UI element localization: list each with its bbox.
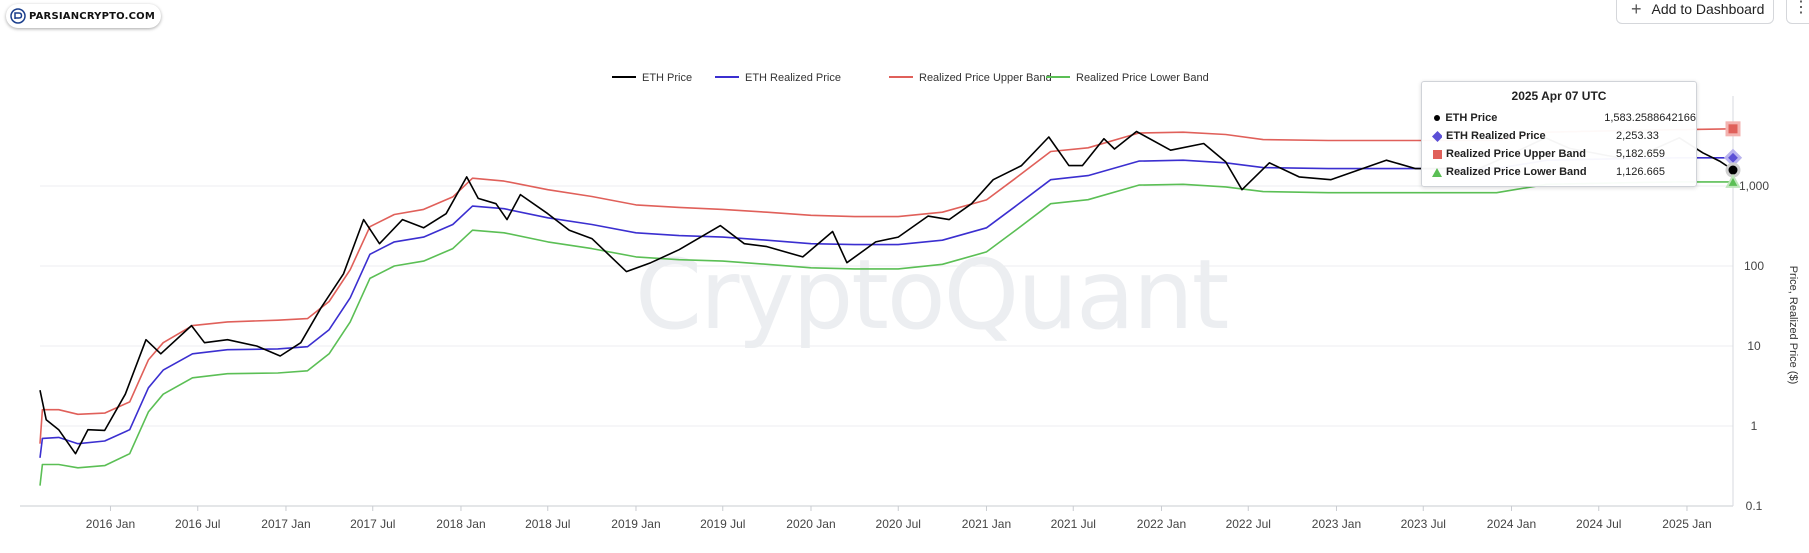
- tooltip: 2025 Apr 07 UTC ETH Price 1,583.25886421…: [1421, 81, 1697, 187]
- more-options-button[interactable]: ⋮: [1786, 0, 1809, 24]
- x-tick-label: 2017 Jul: [350, 517, 395, 531]
- x-tick-label: 2025 Jan: [1662, 517, 1711, 531]
- grid: [20, 185, 1733, 507]
- legend-item: Realized Price Lower Band: [1076, 72, 1209, 84]
- logo-text: PARSIANCRYPTO.COM: [29, 10, 156, 22]
- circle-marker-icon: [1432, 114, 1441, 122]
- x-tick-label: 2023 Jan: [1312, 517, 1361, 531]
- y-axis: 0.1 1 10 100 1,000: [1739, 179, 1769, 513]
- tooltip-series-name: ETH Realized Price: [1446, 130, 1546, 142]
- tooltip-series-value: 1,583.2588642166: [1604, 112, 1696, 124]
- x-tick-label: 2023 Jul: [1401, 517, 1446, 531]
- upper-band-marker: [1725, 121, 1741, 137]
- y-tick-label: 100: [1744, 259, 1764, 273]
- x-tick-label: 2019 Jan: [611, 517, 660, 531]
- y-axis-label: Price, Realized Price ($): [1787, 266, 1799, 385]
- y-tick-label: 10: [1747, 339, 1761, 353]
- tooltip-date: 2025 Apr 07 UTC: [1511, 89, 1607, 103]
- parsiancrypto-logo: PARSIANCRYPTO.COM: [6, 4, 162, 28]
- y-tick-label: 0.1: [1746, 499, 1763, 513]
- logo-mark-icon: [10, 8, 26, 24]
- diamond-marker-icon: [1432, 130, 1442, 142]
- lower-band-marker: [1725, 173, 1741, 188]
- legend: ETH Price ETH Realized Price Realized Pric…: [612, 72, 1209, 84]
- x-tick-label: 2016 Jan: [86, 517, 135, 531]
- legend-item: ETH Realized Price: [745, 72, 841, 84]
- series-line: [39, 130, 1734, 455]
- y-tick-label: 1,000: [1739, 179, 1769, 193]
- x-tick-label: 2024 Jan: [1487, 517, 1536, 531]
- add-to-dashboard-label: Add to Dashboard: [1651, 1, 1765, 17]
- series-line: [39, 181, 1733, 486]
- tooltip-series-value: 5,182.659: [1616, 148, 1665, 160]
- series-line: [39, 128, 1734, 444]
- triangle-marker-icon: [1432, 167, 1442, 177]
- watermark-text: CryptoQuant: [635, 239, 1228, 351]
- x-tick-label: 2018 Jan: [436, 517, 485, 531]
- x-tick-label: 2020 Jul: [876, 517, 921, 531]
- series-line: [39, 157, 1733, 458]
- add-to-dashboard-button[interactable]: + Add to Dashboard: [1616, 0, 1774, 24]
- x-axis: 2016 Jan 2016 Jul 2017 Jan 2017 Jul 2018 Jan…: [86, 506, 1712, 531]
- tooltip-series-name: Realized Price Lower Band: [1446, 166, 1587, 178]
- tooltip-row-realized-price: ETH Realized Price 2,253.33: [1422, 127, 1696, 145]
- plus-icon: +: [1631, 0, 1642, 19]
- tooltip-row-eth-price: ETH Price 1,583.2588642166: [1422, 109, 1696, 127]
- x-tick-label: 2016 Jul: [175, 517, 220, 531]
- x-tick-label: 2024 Jul: [1576, 517, 1621, 531]
- tooltip-row-upper-band: Realized Price Upper Band 5,182.659: [1422, 145, 1696, 163]
- legend-item: Realized Price Upper Band: [919, 72, 1052, 84]
- x-tick-label: 2021 Jul: [1051, 517, 1096, 531]
- x-tick-label: 2020 Jan: [786, 517, 835, 531]
- x-tick-label: 2022 Jan: [1137, 517, 1186, 531]
- square-marker-icon: [1432, 149, 1442, 159]
- more-vertical-icon: ⋮: [1793, 0, 1809, 16]
- y-tick-label: 1: [1751, 419, 1758, 433]
- tooltip-series-value: 2,253.33: [1616, 130, 1659, 142]
- x-tick-label: 2019 Jul: [700, 517, 745, 531]
- hover-markers: [1723, 96, 1743, 506]
- tooltip-series-value: 1,126.665: [1616, 166, 1665, 178]
- legend-item: ETH Price: [642, 72, 692, 84]
- x-tick-label: 2022 Jul: [1226, 517, 1271, 531]
- tooltip-series-name: ETH Price: [1445, 112, 1498, 124]
- tooltip-row-lower-band: Realized Price Lower Band 1,126.665: [1422, 163, 1696, 181]
- tooltip-series-name: Realized Price Upper Band: [1446, 148, 1586, 160]
- x-tick-label: 2021 Jan: [962, 517, 1011, 531]
- x-tick-label: 2017 Jan: [261, 517, 310, 531]
- x-tick-label: 2018 Jul: [525, 517, 570, 531]
- series-layer: [39, 128, 1734, 486]
